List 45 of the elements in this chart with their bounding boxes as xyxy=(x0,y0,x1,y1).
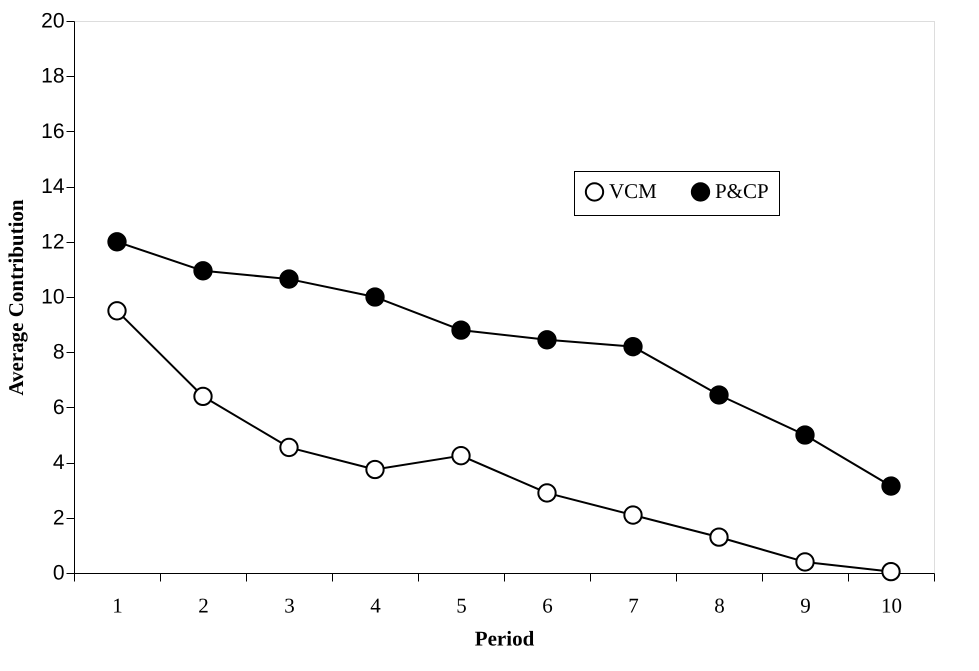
y-tick-label: 4 xyxy=(52,451,65,474)
point xyxy=(623,337,643,356)
point xyxy=(795,552,815,572)
y-tick-label: 10 xyxy=(41,286,64,308)
y-tick-label: 0 xyxy=(52,562,64,584)
x-tick-label: 5 xyxy=(456,594,467,618)
x-tick-label: 3 xyxy=(284,594,295,618)
point xyxy=(365,287,385,307)
y-tick-label: 14 xyxy=(41,175,65,198)
point xyxy=(451,320,471,340)
x-tick-label: 8 xyxy=(714,594,725,618)
point xyxy=(537,330,557,350)
x-tick-label: 2 xyxy=(198,594,209,618)
x-tick-label: 6 xyxy=(542,594,553,618)
point xyxy=(193,386,213,406)
point xyxy=(107,301,127,320)
y-tick-label: 18 xyxy=(41,64,64,88)
point xyxy=(881,562,901,582)
point xyxy=(709,385,729,405)
x-tick-label: 4 xyxy=(370,594,382,618)
y-tick-label: 12 xyxy=(41,230,64,254)
y-tick-label: 8 xyxy=(52,340,64,364)
point xyxy=(365,460,385,480)
x-tick-label: 10 xyxy=(881,594,902,618)
x-tick-label: 9 xyxy=(800,594,811,618)
point xyxy=(193,261,213,280)
x-axis-title: Period xyxy=(474,626,535,650)
point xyxy=(279,438,299,458)
point xyxy=(623,505,643,525)
y-tick-label: 16 xyxy=(41,120,64,143)
x-tick-label: 7 xyxy=(628,594,639,618)
legend-label: P&CP xyxy=(715,178,769,203)
y-axis-title: Average Contribution xyxy=(4,199,28,396)
point xyxy=(107,232,127,252)
point xyxy=(451,446,471,466)
legend-label: VCM xyxy=(609,178,658,203)
y-tick-label: 20 xyxy=(41,10,64,32)
x-tick-label: 1 xyxy=(112,594,123,618)
y-tick-label: 6 xyxy=(52,396,64,419)
point xyxy=(709,527,729,547)
y-tick-label: 2 xyxy=(52,506,64,530)
point xyxy=(279,269,299,289)
point xyxy=(537,483,557,503)
point xyxy=(881,476,901,496)
point xyxy=(795,425,815,445)
